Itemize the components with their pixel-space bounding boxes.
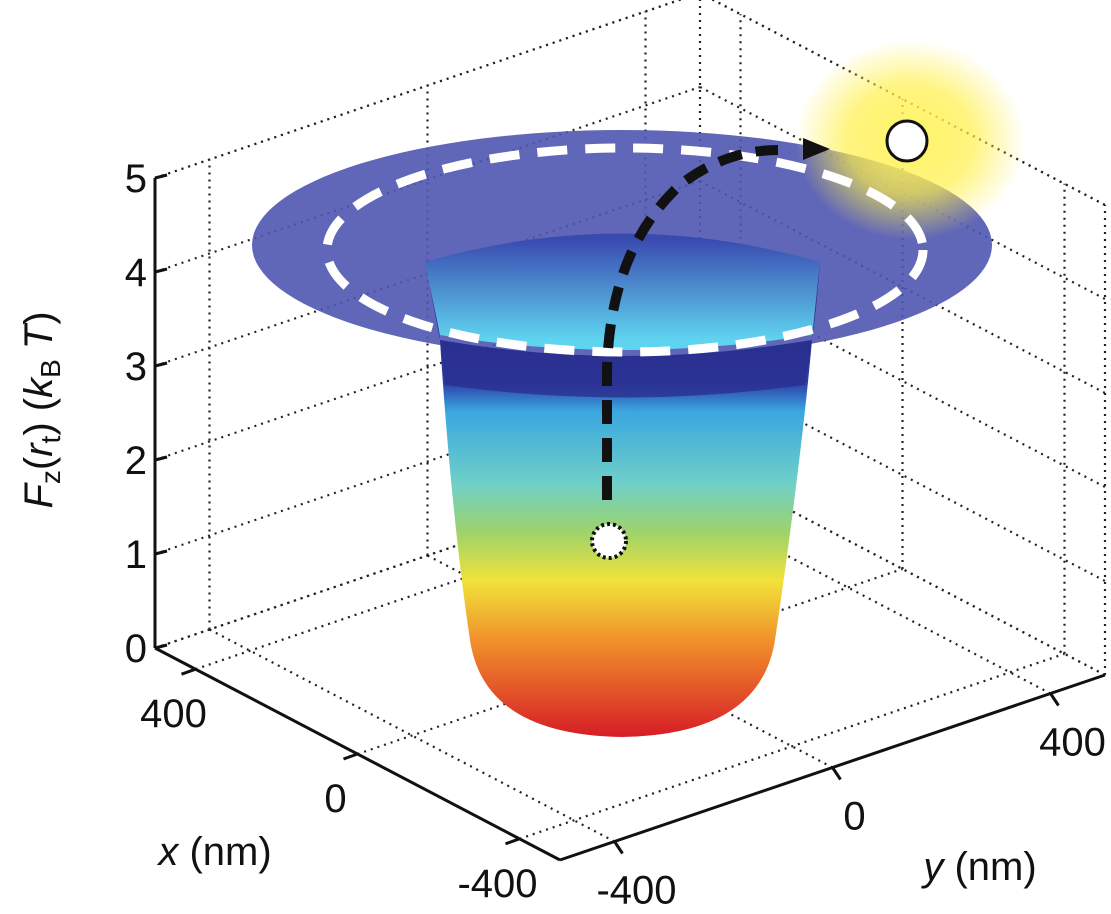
z-label-part: ) bbox=[17, 311, 61, 324]
x-tick bbox=[182, 669, 196, 674]
z-tick-label: 5 bbox=[125, 157, 147, 201]
z-tick-label: 2 bbox=[125, 439, 147, 483]
x-label-part: x bbox=[156, 830, 180, 874]
z-label-part: k bbox=[17, 376, 61, 398]
x-tick-label: 0 bbox=[324, 777, 346, 821]
z-tick-label: 3 bbox=[125, 345, 147, 389]
y-axis-label: y (nm) bbox=[920, 845, 1036, 889]
z-tick bbox=[155, 457, 167, 460]
z-label-part: z bbox=[35, 470, 66, 484]
y-tick bbox=[1051, 694, 1059, 706]
y-tick-label: 0 bbox=[843, 795, 865, 839]
x-axis-label: x (nm) bbox=[156, 830, 271, 874]
end-particle bbox=[887, 121, 927, 161]
z-label-part: F bbox=[17, 482, 61, 509]
y-label-part: (nm) bbox=[943, 845, 1036, 889]
z-tick-label: 4 bbox=[125, 251, 147, 295]
z-label-part: B bbox=[35, 359, 66, 378]
z-label-part: T bbox=[17, 322, 61, 349]
z-tick-label: 1 bbox=[125, 533, 147, 577]
z-tick bbox=[155, 551, 167, 554]
z-axis-label: Fz(rt) (kBT) bbox=[17, 311, 66, 508]
z-tick bbox=[155, 269, 167, 272]
chart: 012345-4000400-4000400 Fz(rt) (kBT) x (n… bbox=[0, 0, 1111, 914]
z-tick bbox=[155, 175, 167, 178]
z-label-part: ( bbox=[17, 456, 61, 470]
x-tick-label: 400 bbox=[140, 692, 207, 736]
y-tick bbox=[833, 768, 841, 780]
x-label-part: (nm) bbox=[178, 830, 271, 874]
x-tick bbox=[344, 754, 358, 759]
y-tick-label: -400 bbox=[596, 869, 676, 913]
y-tick-label: 400 bbox=[1039, 721, 1106, 765]
z-tick bbox=[155, 363, 167, 366]
y-tick bbox=[615, 842, 623, 854]
x-tick bbox=[506, 839, 520, 844]
z-tick bbox=[155, 645, 167, 648]
z-label-part: ) ( bbox=[17, 397, 61, 435]
z-tick-label: 0 bbox=[125, 627, 147, 671]
x-tick-label: -400 bbox=[457, 862, 537, 906]
start-particle bbox=[592, 524, 626, 558]
